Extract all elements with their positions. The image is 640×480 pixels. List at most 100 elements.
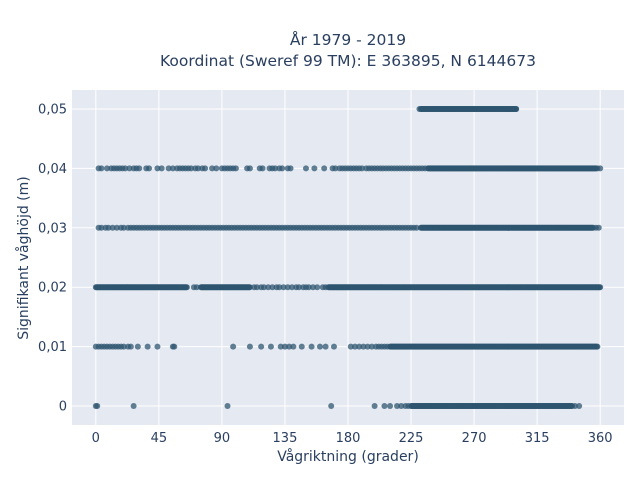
data-point (146, 165, 153, 172)
data-point (413, 224, 420, 231)
data-point (328, 402, 335, 409)
data-point (224, 402, 231, 409)
data-point (298, 343, 305, 350)
data-point (405, 402, 412, 409)
data-point (381, 402, 388, 409)
data-point (352, 343, 359, 350)
data-point (272, 165, 279, 172)
x-tick-label: 315 (525, 431, 550, 446)
data-point (154, 343, 161, 350)
data-point (260, 284, 267, 291)
data-point (104, 165, 111, 172)
data-point (314, 284, 321, 291)
data-point (594, 343, 601, 350)
data-point (230, 343, 237, 350)
data-point (368, 343, 375, 350)
data-point (113, 224, 120, 231)
x-tick-label: 90 (214, 431, 231, 446)
data-point (280, 284, 287, 291)
y-tick-label: 0,04 (38, 162, 67, 177)
data-point (120, 343, 127, 350)
data-point (158, 165, 165, 172)
data-point (322, 284, 329, 291)
data-point (360, 343, 367, 350)
data-point (332, 165, 339, 172)
data-point (193, 284, 200, 291)
data-point (330, 343, 337, 350)
data-point (290, 343, 297, 350)
data-point (371, 402, 378, 409)
data-point (246, 284, 253, 291)
data-point (277, 343, 284, 350)
data-point (213, 165, 220, 172)
data-point (98, 165, 105, 172)
data-point (136, 165, 143, 172)
data-point (188, 165, 195, 172)
y-tick-label: 0,02 (38, 281, 67, 296)
y-tick-label: 0,03 (38, 221, 67, 236)
data-point (202, 165, 209, 172)
data-point (258, 343, 265, 350)
data-point (122, 165, 129, 172)
data-point (288, 284, 295, 291)
data-point (94, 402, 101, 409)
x-tick-label: 0 (92, 431, 100, 446)
y-axis-title: Signifikant våghöjd (m) (15, 176, 32, 339)
data-points (92, 106, 604, 409)
data-point (232, 165, 239, 172)
x-tick-label: 45 (151, 431, 168, 446)
data-point (109, 224, 116, 231)
chart-title-line-1: År 1979 - 2019 (290, 30, 406, 49)
data-point (267, 343, 274, 350)
data-point (126, 165, 133, 172)
data-point (259, 165, 266, 172)
x-tick-label: 180 (336, 431, 361, 446)
data-point (276, 284, 283, 291)
data-point (269, 284, 276, 291)
data-point (321, 165, 328, 172)
data-point (322, 343, 329, 350)
data-point (422, 165, 429, 172)
data-point (384, 343, 391, 350)
data-point (287, 165, 294, 172)
data-point (398, 402, 405, 409)
data-point (419, 106, 426, 113)
x-tick-label: 360 (588, 431, 613, 446)
data-point (513, 106, 520, 113)
data-point (253, 284, 260, 291)
data-point (597, 284, 604, 291)
data-point (127, 343, 134, 350)
data-point (295, 284, 302, 291)
data-point (576, 402, 583, 409)
data-point (105, 224, 112, 231)
x-tick-label: 135 (273, 431, 298, 446)
chart-title: År 1979 - 2019 Koordinat (Sweref 99 TM):… (160, 30, 536, 70)
data-point (571, 402, 578, 409)
data-point (286, 343, 293, 350)
data-point (305, 284, 312, 291)
data-point (134, 343, 141, 350)
data-point (595, 224, 602, 231)
data-point (309, 284, 316, 291)
data-point (171, 343, 178, 350)
y-axis-tick-labels: 0 0,01 0,02 0,03 0,04 0,05 (38, 103, 67, 415)
data-point (302, 165, 309, 172)
data-point (98, 224, 105, 231)
data-point (394, 402, 401, 409)
data-point (183, 284, 190, 291)
data-point (279, 165, 286, 172)
data-point (209, 165, 216, 172)
y-tick-label: 0 (59, 399, 67, 414)
data-point (308, 343, 315, 350)
data-point (364, 343, 371, 350)
data-point (195, 165, 202, 172)
y-tick-label: 0,01 (38, 340, 67, 355)
data-point (387, 402, 394, 409)
x-axis-title: Vågriktning (grader) (277, 448, 419, 465)
data-point (120, 224, 127, 231)
data-point (356, 343, 363, 350)
data-point (316, 343, 323, 350)
y-tick-label: 0,05 (38, 103, 67, 118)
chart-title-line-2: Koordinat (Sweref 99 TM): E 363895, N 61… (160, 52, 536, 70)
x-tick-label: 270 (462, 431, 487, 446)
